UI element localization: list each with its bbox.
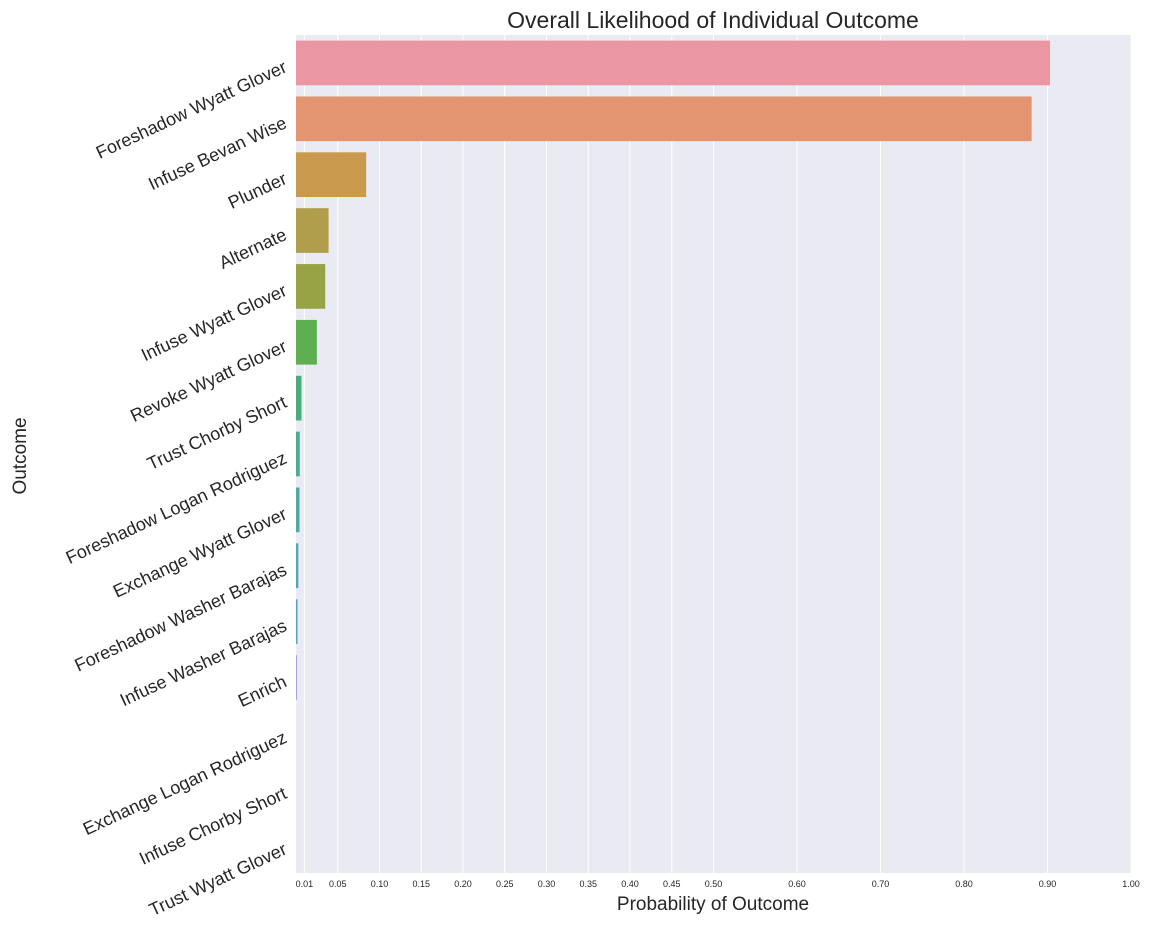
x-tick-label: 0.20: [454, 879, 472, 889]
grid-lines: [303, 35, 1132, 873]
x-tick-label: 0.45: [663, 879, 681, 889]
bar: [296, 543, 299, 589]
x-axis-label: Probability of Outcome: [617, 894, 809, 915]
x-tick-label: 1.00: [1122, 879, 1140, 889]
y-tick-label: Foreshadow Wyatt Glover: [93, 57, 290, 163]
bar: [296, 152, 367, 198]
bar: [296, 375, 302, 421]
bar: [296, 208, 329, 253]
x-tick-label: 0.60: [788, 879, 806, 889]
bar: [296, 319, 317, 365]
y-tick-label: Enrich: [235, 671, 290, 711]
bar: [296, 264, 326, 309]
x-tick-label: 0.30: [538, 879, 556, 889]
x-tick-label: 0.10: [371, 879, 389, 889]
x-tick-label: 0.05: [329, 879, 347, 889]
x-tick-label: 0.01: [296, 879, 314, 889]
bar: [296, 655, 298, 700]
x-tick-label: 0.70: [872, 879, 890, 889]
bar: [296, 431, 300, 477]
y-tick-label: Alternate: [216, 224, 290, 273]
x-tick-labels: 0.01 0.05 0.10 0.15 0.20 0.25 0.30 0.35 0.40 0.45…: [296, 879, 1140, 889]
x-tick-label: 0.25: [496, 879, 514, 889]
bar: [296, 599, 298, 644]
y-tick-label: Foreshadow Logan Rodriguez: [63, 448, 290, 568]
x-tick-label: 0.90: [1039, 879, 1057, 889]
bars: [296, 40, 1051, 700]
y-axis-label: Outcome: [10, 417, 31, 494]
x-tick-label: 0.15: [412, 879, 430, 889]
y-tick-label: Plunder: [225, 168, 290, 212]
bar: [296, 96, 1032, 142]
bar: [296, 40, 1051, 86]
x-tick-label: 0.80: [955, 879, 973, 889]
x-tick-label: 0.35: [579, 879, 597, 889]
y-tick-label: Foreshadow Washer Barajas: [71, 560, 289, 676]
y-tick-label: Exchange Logan Rodriguez: [80, 727, 290, 839]
chart-title: Overall Likelihood of Individual Outcome: [507, 7, 919, 33]
x-tick-label: 0.50: [705, 879, 723, 889]
x-tick-label: 0.40: [621, 879, 639, 889]
bar: [296, 487, 300, 533]
